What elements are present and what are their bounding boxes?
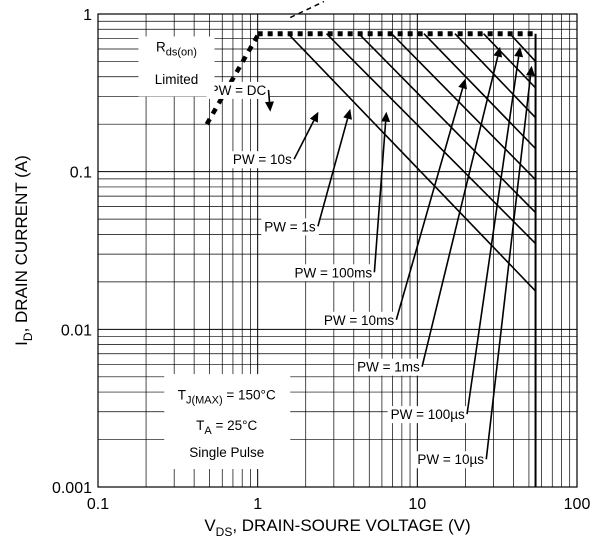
limit-lines (204, 0, 537, 487)
conditions-background (164, 374, 291, 470)
series-label: PW = 100ms (294, 265, 372, 280)
svg-text:TJ(MAX) = 150°C: TJ(MAX) = 150°C (178, 387, 276, 406)
rds-on-limited-label: Rds(on) Limited (138, 36, 215, 97)
series-line (391, 33, 537, 181)
series-line (358, 33, 537, 214)
series-label: PW = 10µs (417, 452, 484, 467)
series-label-background (320, 311, 398, 329)
rds-on-extension-line (289, 0, 325, 19)
series-label: PW = 1ms (357, 360, 420, 375)
series-arrow-line (466, 56, 520, 415)
series-line (287, 33, 537, 292)
series-arrow-line (317, 118, 349, 227)
y-tick-label: 0.001 (52, 480, 92, 497)
series-lines (287, 33, 537, 292)
svg-text:Rds(on): Rds(on) (156, 39, 197, 58)
x-tick-label: 0.1 (87, 496, 109, 513)
svg-text:Limited: Limited (155, 72, 199, 87)
series-arrow-head (264, 101, 274, 112)
tick-labels: 0.1 1 10 100 1 0.1 0.01 0.001 (52, 7, 590, 513)
series-line (509, 33, 537, 63)
series-arrow-line (421, 56, 499, 367)
series-arrow-head (514, 46, 524, 58)
svg-text:TA = 25°C: TA = 25°C (196, 418, 257, 437)
y-axis-title: ID, DRAIN CURRENT (A) (12, 155, 35, 346)
series-annotation: PW = 10s (229, 111, 319, 169)
series-arrow-head (493, 46, 503, 58)
series-arrow-head (381, 111, 391, 123)
series-arrow-head (309, 111, 319, 123)
y-tick-label: 0.01 (61, 322, 92, 339)
series-annotation: PW = 1s (261, 108, 352, 236)
series-annotation: PW = 100µs (387, 46, 524, 424)
series-label-background (261, 218, 319, 236)
series-arrow-head (458, 78, 467, 90)
series-annotation: PW = 10ms (320, 78, 467, 329)
series-annotation: PW = 100ms (291, 111, 391, 282)
series-label: PW = DC (210, 83, 267, 98)
series-annotation: PW = 10µs (414, 65, 535, 469)
series-annotation: PW = 1ms (354, 46, 503, 376)
series-annotation: PW = DC (206, 81, 274, 112)
series-line (483, 33, 537, 89)
series-arrow-line (267, 89, 271, 102)
series-arrow-line (293, 120, 315, 160)
series-label-background (206, 81, 270, 99)
x-axis-title: VDS, DRAIN-SOURE VOLTAGE (V) (204, 516, 470, 539)
y-tick-label: 0.1 (70, 165, 92, 182)
series-label: PW = 10ms (324, 313, 394, 328)
series-arrow-line (395, 87, 464, 320)
series-label-background (387, 406, 469, 424)
series-arrow-head (526, 65, 535, 77)
test-conditions-label: TJ(MAX) = 150°C TA = 25°C Single Pulse (178, 387, 276, 460)
series-arrow-head (343, 108, 352, 120)
series-label: PW = 1s (264, 219, 316, 234)
svg-text:Single Pulse: Single Pulse (189, 445, 264, 460)
y-tick-label: 1 (83, 7, 92, 24)
series-label-background (291, 264, 376, 282)
x-tick-label: 1 (253, 496, 262, 513)
series-line (423, 33, 537, 150)
series-arrow-line (485, 75, 532, 460)
annotations: PW = DC PW = 10s PW = 1s PW = 100ms PW = 10m… (206, 46, 535, 469)
series-line (325, 33, 537, 245)
series-label-background (229, 151, 296, 169)
x-tick-label: 100 (564, 496, 590, 513)
series-label-background (414, 451, 488, 469)
series-label: PW = 100µs (391, 407, 465, 422)
series-label: PW = 10s (233, 152, 292, 167)
rds-on-limit-line (204, 34, 260, 126)
plot-frame (97, 13, 578, 488)
series-label-background (354, 358, 424, 376)
conditions-box (164, 374, 291, 470)
series-arrow-line (373, 121, 387, 273)
x-tick-label: 10 (408, 496, 426, 513)
series-line (454, 33, 537, 119)
